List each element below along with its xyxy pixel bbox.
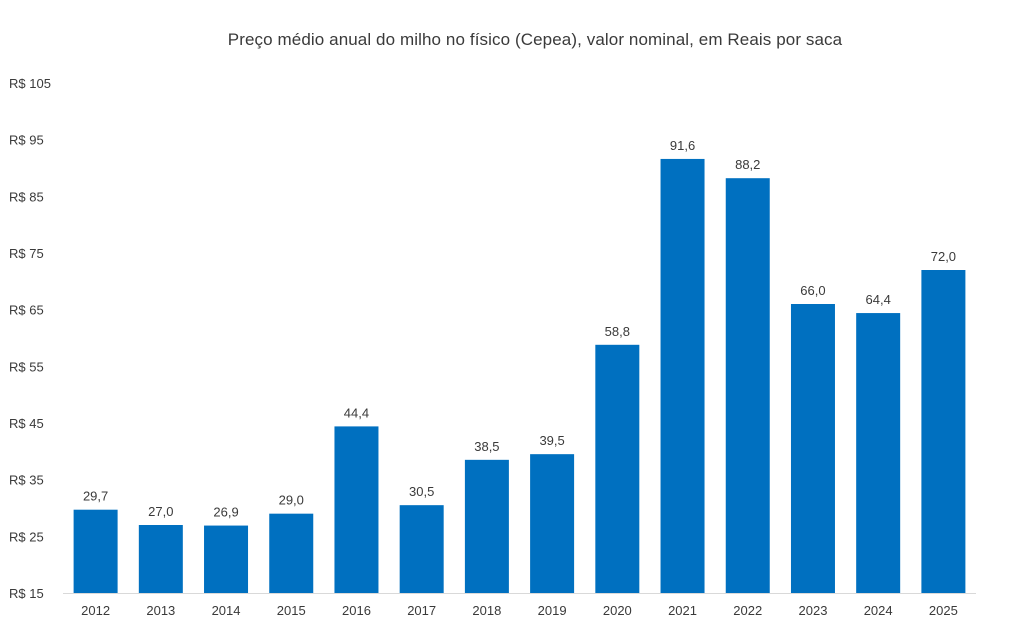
data-label-2020: 58,8 [605,324,630,339]
data-label-2017: 30,5 [409,484,434,499]
y-tick-label: R$ 65 [9,303,44,318]
data-label-2016: 44,4 [344,405,369,420]
bar-2020 [595,344,640,593]
data-labels: 29,7 27,0 26,9 29,0 44,4 30,5 38,5 39,5 58,8 91,6… [83,138,956,520]
data-label-2022: 88,2 [735,157,760,172]
x-tick-label: 2020 [603,603,632,618]
y-tick-label: R$ 35 [9,473,44,488]
x-tick-label: 2014 [212,603,241,618]
bar-2021 [660,158,705,593]
x-tick-label: 2015 [277,603,306,618]
x-tick-label: 2016 [342,603,371,618]
bar-2014 [204,525,249,593]
bar-2012 [73,509,118,593]
x-tick-label: 2018 [472,603,501,618]
data-label-2025: 72,0 [931,249,956,264]
chart-title: Preço médio anual do milho no físico (Ce… [227,30,843,49]
y-axis: R$ 15 R$ 25 R$ 35 R$ 45 R$ 55 R$ 65 R$ 75 R$ 85… [9,76,51,601]
x-tick-label: 2019 [538,603,567,618]
x-tick-label: 2012 [81,603,110,618]
bar-2015 [269,513,314,593]
x-axis: 2012 2013 2014 2015 2016 2017 2018 2019 2020 2021… [81,603,958,618]
bar-2018 [464,459,509,593]
x-tick-label: 2023 [799,603,828,618]
y-tick-label: R$ 45 [9,416,44,431]
x-tick-label: 2025 [929,603,958,618]
bar-2022 [725,178,770,593]
bars [73,158,966,593]
x-tick-label: 2013 [146,603,175,618]
x-tick-label: 2022 [733,603,762,618]
data-label-2023: 66,0 [800,283,825,298]
data-label-2012: 29,7 [83,489,108,504]
bar-2024 [856,313,901,593]
data-label-2019: 39,5 [539,433,564,448]
y-tick-label: R$ 95 [9,133,44,148]
y-tick-label: R$ 55 [9,359,44,374]
data-label-2014: 26,9 [213,505,238,520]
y-tick-label: R$ 75 [9,246,44,261]
data-label-2015: 29,0 [279,493,304,508]
bar-2019 [530,454,575,593]
data-label-2013: 27,0 [148,504,173,519]
x-tick-label: 2017 [407,603,436,618]
x-tick-label: 2021 [668,603,697,618]
bar-2016 [334,426,379,593]
bar-2017 [399,505,444,593]
y-tick-label: R$ 105 [9,76,51,91]
x-tick-label: 2024 [864,603,893,618]
data-label-2018: 38,5 [474,439,499,454]
y-tick-label: R$ 15 [9,586,44,601]
data-label-2021: 91,6 [670,138,695,153]
y-tick-label: R$ 25 [9,529,44,544]
y-tick-label: R$ 85 [9,189,44,204]
data-label-2024: 64,4 [866,292,891,307]
bar-2013 [138,525,183,593]
bar-2025 [921,270,966,593]
bar-2023 [790,304,835,593]
